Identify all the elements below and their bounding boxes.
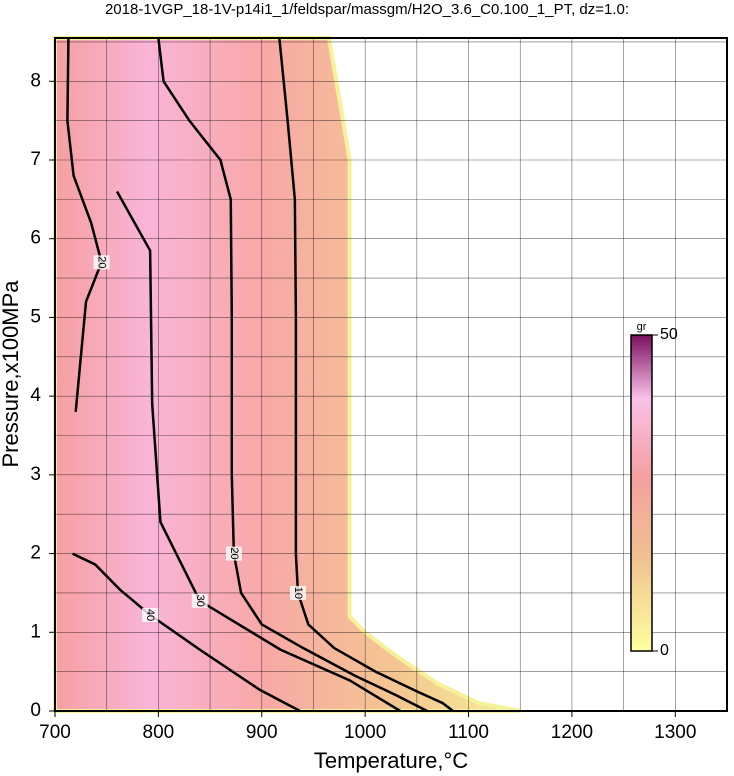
plot-frame	[54, 37, 728, 712]
y-tick-label: 4	[30, 385, 41, 406]
x-tick-label: 700	[39, 722, 71, 743]
contour-line	[66, 37, 103, 413]
y-tick-label: 0	[30, 700, 41, 721]
y-tick-label: 3	[30, 464, 41, 485]
x-tick-label: 900	[246, 722, 278, 743]
x-axis-label: Temperature,°C	[314, 748, 468, 773]
colorbar-tick-label: 0	[660, 642, 669, 659]
y-axis-label: Pressure,x100MPa	[0, 280, 23, 468]
contour-label: 10	[292, 587, 304, 599]
colorbar	[630, 334, 653, 652]
y-tick-label: 5	[30, 306, 41, 327]
chart-title: 2018-1VGP_18-1V-p14i1_1/feldspar/massgm/…	[105, 1, 629, 18]
contour-label: 30	[194, 595, 206, 607]
contour-label-bg	[191, 593, 208, 608]
contour-line	[157, 37, 428, 713]
colorbar-tick-label: 50	[660, 326, 678, 343]
contour-label-bg	[225, 546, 242, 561]
contour-label: 20	[96, 256, 108, 268]
contour-label-bg	[93, 255, 110, 270]
contour-line	[115, 190, 401, 713]
colorbar-label: gr	[637, 321, 647, 333]
contour-label-bg	[142, 607, 159, 622]
y-tick-label: 1	[30, 621, 41, 642]
x-tick-label: 1100	[448, 722, 489, 743]
filled-domain	[53, 36, 521, 713]
contour-label-bg	[289, 585, 306, 600]
x-tick-label: 1200	[551, 722, 593, 743]
x-tick-label: 800	[143, 722, 175, 743]
x-tick-label: 1000	[344, 722, 386, 743]
contour-label: 40	[144, 609, 156, 621]
y-tick-label: 8	[30, 70, 41, 91]
y-tick-label: 6	[30, 228, 41, 249]
y-tick-label: 2	[30, 543, 41, 564]
x-tick-label: 1300	[654, 722, 696, 743]
y-tick-label: 7	[30, 149, 41, 170]
contour-label: 20	[228, 547, 240, 559]
